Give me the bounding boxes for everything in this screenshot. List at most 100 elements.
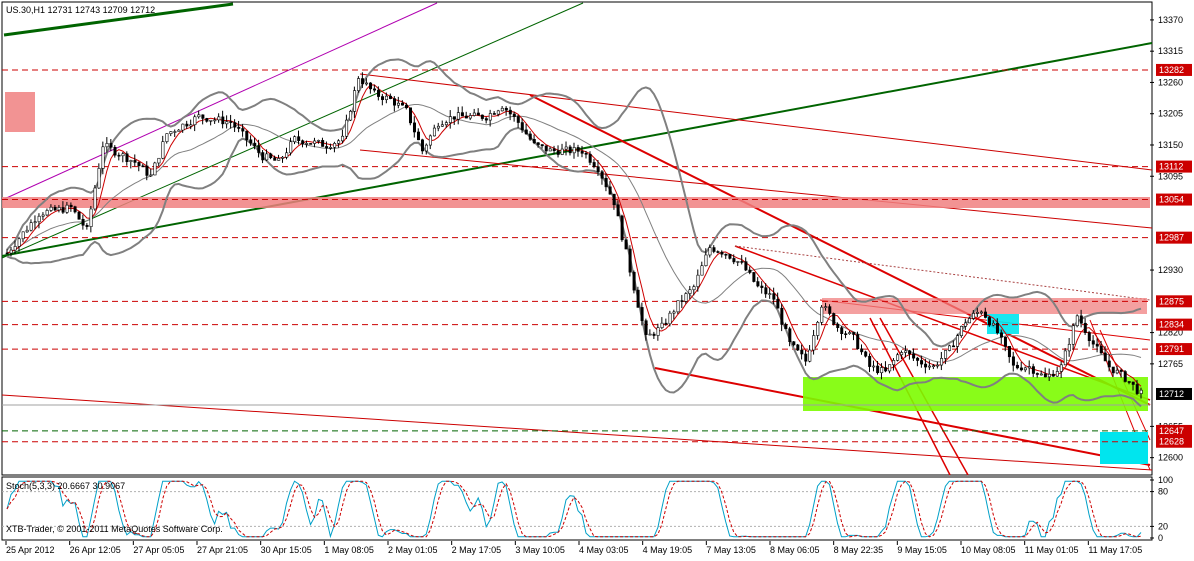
channel-red-mid (734, 245, 1151, 401)
candle-body (532, 139, 536, 144)
candle-body (1007, 346, 1011, 358)
time-tick-label: 2 May 17:05 (452, 545, 502, 555)
candle-body (85, 224, 89, 227)
candle-body (349, 111, 353, 121)
candle-body (41, 214, 45, 217)
candle-body (604, 177, 608, 188)
candle-body (1091, 340, 1095, 345)
candle-body (780, 307, 784, 325)
candle-body (444, 122, 448, 126)
candle-body (752, 272, 756, 282)
candle-body (644, 320, 648, 335)
candle-body (520, 122, 524, 131)
price-tick-label: 13370 (1158, 15, 1183, 25)
price-tick-label: 12820 (1158, 328, 1183, 338)
candle-body (748, 269, 752, 273)
stoch-tick-label: 100 (1158, 475, 1173, 485)
candle-body (804, 353, 808, 362)
candle-body (185, 123, 189, 127)
candle-body (37, 215, 41, 223)
stoch-label: Stoch(5,3,3) 20.6667 30.9067 (6, 481, 125, 491)
candle-body (716, 251, 720, 253)
candle-body (125, 153, 129, 162)
candles (5, 72, 1143, 399)
candle-body (1107, 360, 1111, 368)
price-tick-label: 12930 (1158, 265, 1183, 275)
candle-body (832, 313, 836, 325)
candle-body (9, 249, 13, 254)
time-tick-label: 8 May 06:05 (770, 545, 820, 555)
candle-body (556, 150, 560, 155)
candle-body (1111, 366, 1115, 374)
candle-body (1035, 373, 1039, 375)
trend-line-purple (1, 2, 438, 201)
trend-line-red-upper (359, 73, 1153, 171)
candle-body (1127, 381, 1131, 383)
candle-body (648, 333, 652, 336)
candle-body (884, 367, 888, 372)
candle-body (401, 102, 405, 106)
candle-body (1043, 373, 1047, 378)
time-tick-label: 25 Apr 2012 (6, 545, 55, 555)
candle-body (73, 206, 77, 213)
candle-body (77, 211, 81, 220)
time-tick-label: 11 May 01:05 (1025, 545, 1079, 555)
candle-body (684, 293, 688, 302)
level-label-12834: 12834 (1159, 320, 1184, 330)
candle-body (692, 286, 696, 291)
candle-body (197, 114, 201, 118)
candle-body (656, 327, 660, 336)
zone-pink-left (5, 92, 35, 132)
stoch-tick-label: 20 (1158, 521, 1168, 531)
trend-line-green-thin (1, 2, 584, 259)
time-tick-label: 27 Apr 21:05 (197, 545, 248, 555)
candle-body (221, 116, 225, 125)
candle-body (281, 156, 285, 159)
candle-body (305, 143, 309, 145)
candle-body (995, 322, 999, 334)
candle-body (1135, 384, 1139, 394)
candle-body (928, 365, 932, 368)
candle-body (393, 98, 397, 106)
price-tick-label: 13150 (1158, 140, 1183, 150)
candle-body (361, 78, 365, 85)
candle-body (744, 261, 748, 271)
price-tick-label: 13315 (1158, 46, 1183, 56)
candle-body (704, 254, 708, 267)
candle-body (1119, 369, 1123, 372)
zone-green (803, 377, 1148, 411)
candle-body (456, 112, 460, 120)
candle-body (29, 222, 33, 231)
candle-body (484, 118, 488, 121)
candle-body (229, 121, 233, 123)
candle-body (93, 187, 97, 210)
candle-body (53, 206, 57, 211)
candle-body (1051, 373, 1055, 377)
candle-body (313, 140, 317, 144)
candle-body (81, 218, 85, 226)
level-label-box (1156, 63, 1192, 76)
candle-body (864, 351, 868, 357)
stoch-main-line (6, 480, 1142, 539)
candle-body (113, 146, 117, 156)
candle-body (149, 174, 153, 177)
candle-body (1115, 369, 1119, 374)
candle-body (165, 133, 169, 142)
candle-body (896, 354, 900, 361)
price-tick-label: 12765 (1158, 359, 1183, 369)
candle-body (153, 162, 157, 176)
candle-body (492, 113, 496, 115)
channel-red-upper (529, 94, 1151, 406)
candle-body (297, 136, 301, 141)
candle-body (616, 204, 620, 217)
time-tick-label: 11 May 17:05 (1088, 545, 1142, 555)
candle-body (872, 365, 876, 368)
candle-body (516, 116, 520, 123)
candle-body (1023, 367, 1027, 371)
candle-body (49, 206, 53, 211)
candle-body (800, 349, 804, 355)
candle-body (712, 247, 716, 252)
candle-body (540, 144, 544, 147)
candle-body (333, 143, 337, 148)
